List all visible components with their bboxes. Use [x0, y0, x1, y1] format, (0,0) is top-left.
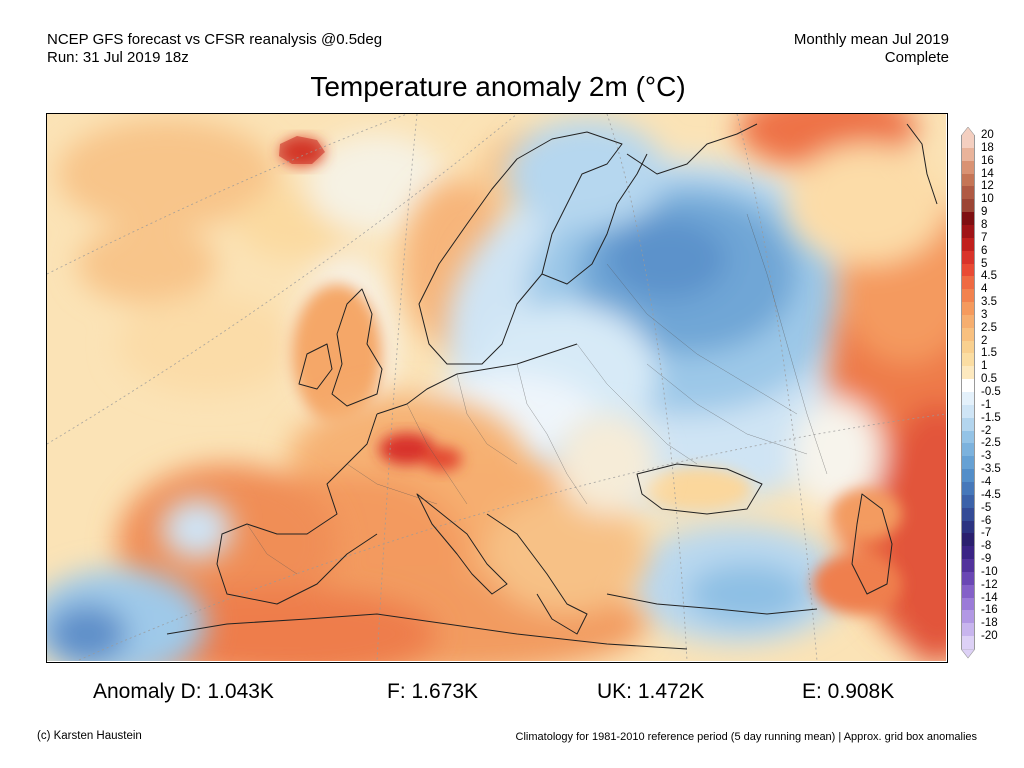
- legend-swatch: [961, 623, 975, 637]
- legend-label: 12: [981, 180, 994, 193]
- climatology-note: Climatology for 1981-2010 reference peri…: [515, 731, 977, 743]
- anomaly-france: F: 1.673K: [387, 680, 479, 703]
- legend-swatch: [961, 353, 975, 367]
- legend-label: -8: [981, 540, 992, 553]
- legend-label: -3: [981, 450, 992, 463]
- legend-label: -14: [981, 591, 998, 604]
- legend-swatch: [961, 456, 975, 470]
- legend-label: 2.5: [981, 321, 997, 334]
- legend-label: 1: [981, 360, 988, 373]
- legend-swatch: [961, 289, 975, 303]
- legend-swatch: [961, 520, 975, 534]
- legend-label: 4.5: [981, 270, 997, 283]
- legend-label: -10: [981, 565, 998, 578]
- legend-swatch: [961, 340, 975, 354]
- legend-swatch: [961, 199, 975, 213]
- legend-label: 0.5: [981, 373, 997, 386]
- legend-label: -1: [981, 398, 992, 411]
- legend-label: 14: [981, 167, 994, 180]
- credit-text: (c) Karsten Haustein: [37, 730, 142, 742]
- legend-label: -3.5: [981, 463, 1001, 476]
- legend-label: 10: [981, 193, 994, 206]
- anomaly-uk: UK: 1.472K: [597, 680, 705, 703]
- legend-swatch: [961, 507, 975, 521]
- legend-swatch: [961, 186, 975, 200]
- legend-label: 5: [981, 257, 988, 270]
- legend-swatch: [961, 546, 975, 560]
- legend-label: -2: [981, 424, 992, 437]
- legend-swatch: [961, 559, 975, 573]
- legend-swatch: [961, 212, 975, 226]
- legend-label: -12: [981, 578, 998, 591]
- legend-label: 16: [981, 154, 994, 167]
- legend-label: -5: [981, 501, 992, 514]
- legend-swatch: [961, 173, 975, 187]
- legend-arrow-down: [961, 649, 975, 659]
- legend-swatch: [961, 610, 975, 624]
- legend-swatch: [961, 160, 975, 174]
- legend-swatch: [961, 366, 975, 380]
- legend-label: 3: [981, 308, 988, 321]
- legend-swatch: [961, 404, 975, 418]
- iceland-landmass: [279, 136, 325, 164]
- legend-swatch: [961, 135, 975, 148]
- legend-label: 18: [981, 141, 994, 154]
- legend-label: -1.5: [981, 411, 1001, 424]
- legend-swatch: [961, 263, 975, 277]
- model-description: NCEP GFS forecast vs CFSR reanalysis @0.…: [47, 31, 383, 48]
- legend-swatch: [961, 584, 975, 598]
- legend-label: -20: [981, 630, 998, 643]
- legend-label: -4.5: [981, 488, 1001, 501]
- legend-label: 2: [981, 334, 988, 347]
- legend-swatch: [961, 430, 975, 444]
- legend-label: 8: [981, 218, 988, 231]
- legend-swatch: [961, 443, 975, 457]
- legend-swatch: [961, 314, 975, 328]
- map-title: Temperature anomaly 2m (°C): [310, 71, 686, 102]
- legend-swatch: [961, 533, 975, 547]
- legend-label: 3.5: [981, 296, 997, 309]
- legend-label: -6: [981, 514, 992, 527]
- legend-swatch: [961, 276, 975, 290]
- borders: [246, 213, 828, 575]
- legend-label: -9: [981, 553, 992, 566]
- legend-swatch: [961, 237, 975, 251]
- legend-label: -0.5: [981, 386, 1001, 398]
- run-time: Run: 31 Jul 2019 18z: [47, 49, 189, 66]
- legend-label: 20: [981, 129, 994, 141]
- legend-swatch: [961, 571, 975, 585]
- legend-label: -4: [981, 475, 992, 488]
- legend-swatch: [961, 379, 975, 393]
- anomaly-germany: Anomaly D: 1.043K: [93, 680, 274, 703]
- graticule: [47, 114, 946, 661]
- legend-swatch: [961, 494, 975, 508]
- legend-label: -2.5: [981, 437, 1001, 450]
- legend-swatch: [961, 481, 975, 495]
- legend-swatch: [961, 250, 975, 264]
- legend-label: 9: [981, 206, 988, 219]
- anomaly-map: [46, 113, 948, 663]
- legend-swatch: [961, 636, 975, 650]
- legend-swatch: [961, 392, 975, 405]
- legend-label: -7: [981, 527, 992, 540]
- legend-swatch: [961, 597, 975, 611]
- legend-swatch: [961, 224, 975, 238]
- legend-swatch: [961, 469, 975, 483]
- legend-swatch: [961, 327, 975, 341]
- legend-swatch: [961, 302, 975, 316]
- legend-label: -18: [981, 617, 998, 630]
- legend-label: 7: [981, 231, 988, 244]
- anomaly-spain: E: 0.908K: [802, 680, 895, 703]
- legend-label: 4: [981, 283, 988, 296]
- legend-label: 6: [981, 244, 988, 257]
- legend-swatch: [961, 417, 975, 431]
- legend-swatch: [961, 147, 975, 161]
- legend-label: 1.5: [981, 347, 997, 360]
- map-canvas: [47, 114, 946, 661]
- status-label: Complete: [884, 49, 949, 66]
- legend-label: -16: [981, 604, 998, 617]
- period-label: Monthly mean Jul 2019: [793, 31, 949, 48]
